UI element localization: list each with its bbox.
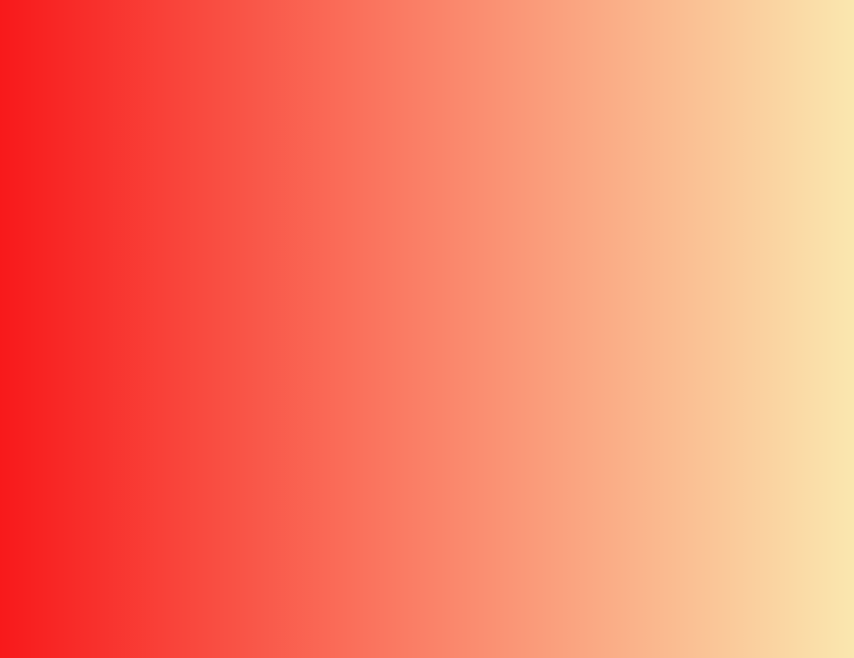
gradient-background xyxy=(0,0,854,658)
